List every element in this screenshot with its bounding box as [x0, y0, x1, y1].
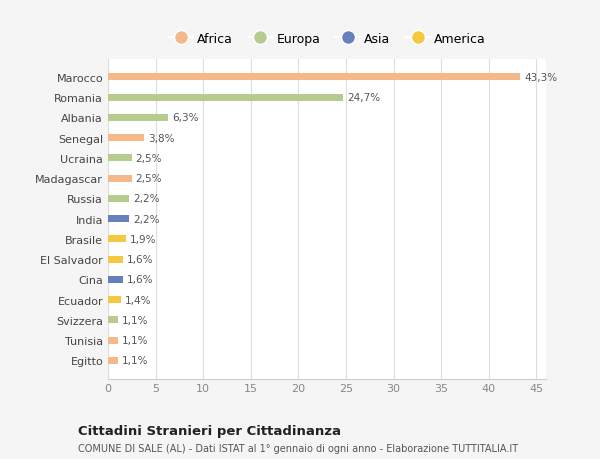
Bar [108, 175, 132, 182]
Bar [108, 135, 144, 142]
Text: 1,1%: 1,1% [122, 336, 149, 346]
Text: 1,9%: 1,9% [130, 235, 157, 244]
Bar [108, 95, 343, 101]
Text: 1,6%: 1,6% [127, 275, 154, 285]
Legend: Africa, Europa, Asia, America: Africa, Europa, Asia, America [163, 28, 491, 50]
Text: 43,3%: 43,3% [524, 73, 557, 83]
Bar [108, 196, 129, 202]
Bar [108, 297, 121, 303]
Text: 3,8%: 3,8% [148, 134, 175, 143]
Text: 1,1%: 1,1% [122, 315, 149, 325]
Text: 2,2%: 2,2% [133, 194, 159, 204]
Text: 1,4%: 1,4% [125, 295, 152, 305]
Bar [108, 256, 123, 263]
Bar [108, 357, 118, 364]
Text: 2,5%: 2,5% [136, 154, 162, 163]
Bar [108, 276, 123, 283]
Bar [108, 74, 520, 81]
Text: COMUNE DI SALE (AL) - Dati ISTAT al 1° gennaio di ogni anno - Elaborazione TUTTI: COMUNE DI SALE (AL) - Dati ISTAT al 1° g… [78, 443, 518, 453]
Text: 24,7%: 24,7% [347, 93, 380, 103]
Text: 2,5%: 2,5% [136, 174, 162, 184]
Text: 1,1%: 1,1% [122, 356, 149, 366]
Bar [108, 317, 118, 324]
Bar [108, 115, 168, 122]
Text: Cittadini Stranieri per Cittadinanza: Cittadini Stranieri per Cittadinanza [78, 425, 341, 437]
Bar [108, 155, 132, 162]
Bar [108, 337, 118, 344]
Text: 2,2%: 2,2% [133, 214, 159, 224]
Bar [108, 216, 129, 223]
Text: 6,3%: 6,3% [172, 113, 198, 123]
Bar [108, 236, 126, 243]
Text: 1,6%: 1,6% [127, 255, 154, 264]
